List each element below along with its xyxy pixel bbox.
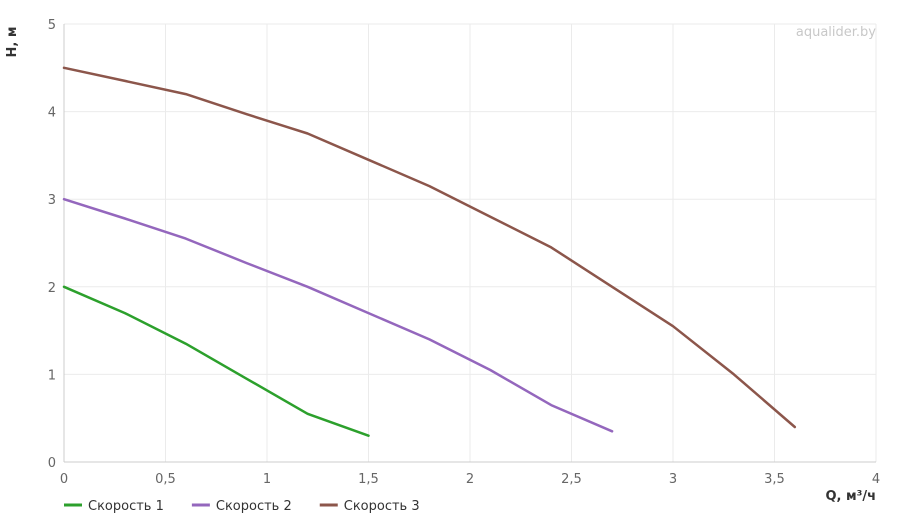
- y-tick-label: 4: [48, 106, 56, 121]
- legend-label: Скорость 1: [88, 499, 164, 514]
- y-axis-title: H, м: [5, 27, 20, 58]
- x-tick-label: 0,5: [155, 472, 176, 487]
- x-tick-label: 4: [872, 472, 880, 487]
- y-tick-label: 1: [48, 368, 56, 383]
- watermark: aqualider.by: [796, 25, 876, 40]
- x-tick-label: 0: [60, 472, 68, 487]
- legend-item-1[interactable]: Скорость 1: [64, 499, 164, 514]
- y-tick-label: 3: [48, 193, 56, 208]
- legend-label: Скорость 3: [344, 499, 420, 514]
- x-tick-label: 3,5: [764, 472, 785, 487]
- legend-label: Скорость 2: [216, 499, 292, 514]
- y-tick-label: 5: [48, 18, 56, 33]
- y-axis-ticks: 0 1 2 3 4 5: [48, 18, 56, 471]
- x-tick-label: 2: [466, 472, 474, 487]
- x-tick-label: 2,5: [561, 472, 582, 487]
- series-line-3: [62, 66, 797, 429]
- grid: [63, 23, 877, 463]
- x-axis-title: Q, м³/ч: [825, 489, 876, 504]
- series-lines: [62, 66, 797, 437]
- axes: [63, 24, 876, 463]
- x-tick-label: 3: [669, 472, 677, 487]
- legend: Скорость 1 Скорость 2 Скорость 3: [64, 499, 420, 514]
- y-tick-label: 0: [48, 456, 56, 471]
- x-tick-label: 1: [263, 472, 271, 487]
- y-tick-label: 2: [48, 281, 56, 296]
- series-line-2: [62, 197, 614, 433]
- series-line-1: [62, 285, 370, 437]
- x-tick-label: 1,5: [358, 472, 379, 487]
- x-axis-ticks: 0 0,5 1 1,5 2 2,5 3 3,5 4: [60, 472, 880, 487]
- legend-item-3[interactable]: Скорость 3: [319, 499, 420, 514]
- legend-item-2[interactable]: Скорость 2: [191, 499, 292, 514]
